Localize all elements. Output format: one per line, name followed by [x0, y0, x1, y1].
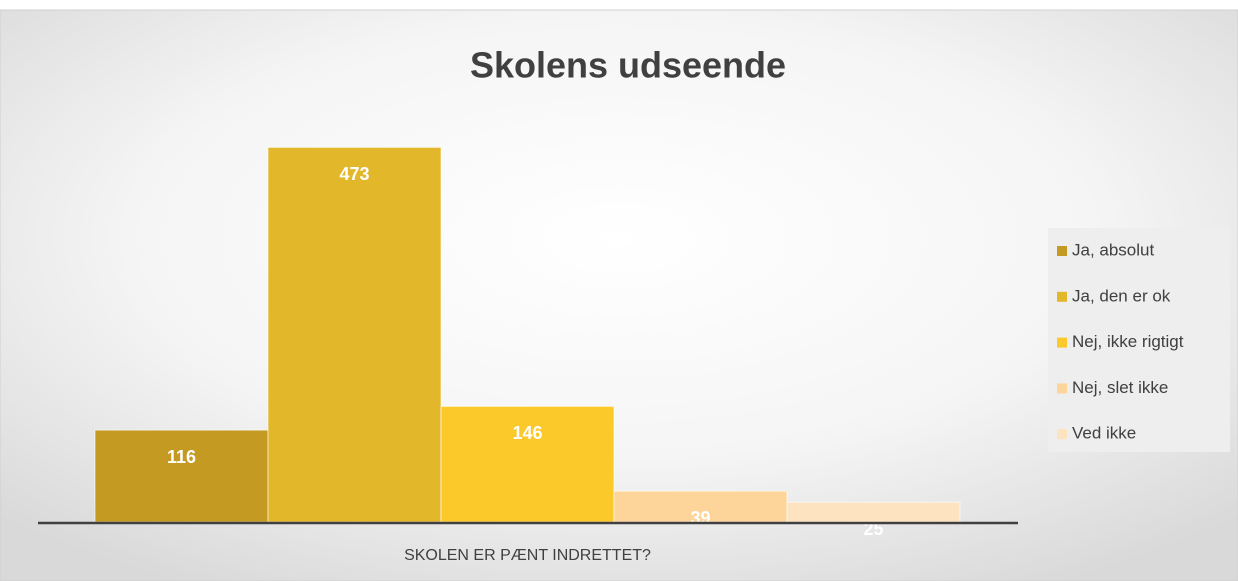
- legend-label: Ved ikke: [1072, 424, 1136, 443]
- legend-swatch: [1057, 337, 1067, 348]
- bar: [94, 429, 269, 523]
- chart-title: Skolens udseende: [470, 45, 786, 86]
- x-axis-label: SKOLEN ER PÆNT INDRETTET?: [404, 547, 651, 564]
- data-label: 146: [512, 423, 542, 443]
- legend-swatch: [1057, 383, 1067, 394]
- bar: [440, 405, 615, 523]
- data-label: 39: [690, 508, 710, 528]
- legend-swatch: [1057, 246, 1067, 256]
- legend-label: Ja, den er ok: [1072, 286, 1171, 305]
- legend-swatch: [1057, 429, 1067, 440]
- legend-swatch: [1057, 291, 1067, 302]
- bar: [613, 490, 788, 523]
- legend-box: [1048, 228, 1230, 452]
- legend-label: Ja, absolut: [1072, 240, 1154, 259]
- legend-label: Nej, slet ikke: [1072, 378, 1168, 397]
- legend-label: Nej, ikke rigtigt: [1072, 332, 1184, 351]
- data-label: 116: [167, 447, 196, 467]
- data-label: 473: [339, 164, 369, 184]
- bar: [267, 146, 442, 523]
